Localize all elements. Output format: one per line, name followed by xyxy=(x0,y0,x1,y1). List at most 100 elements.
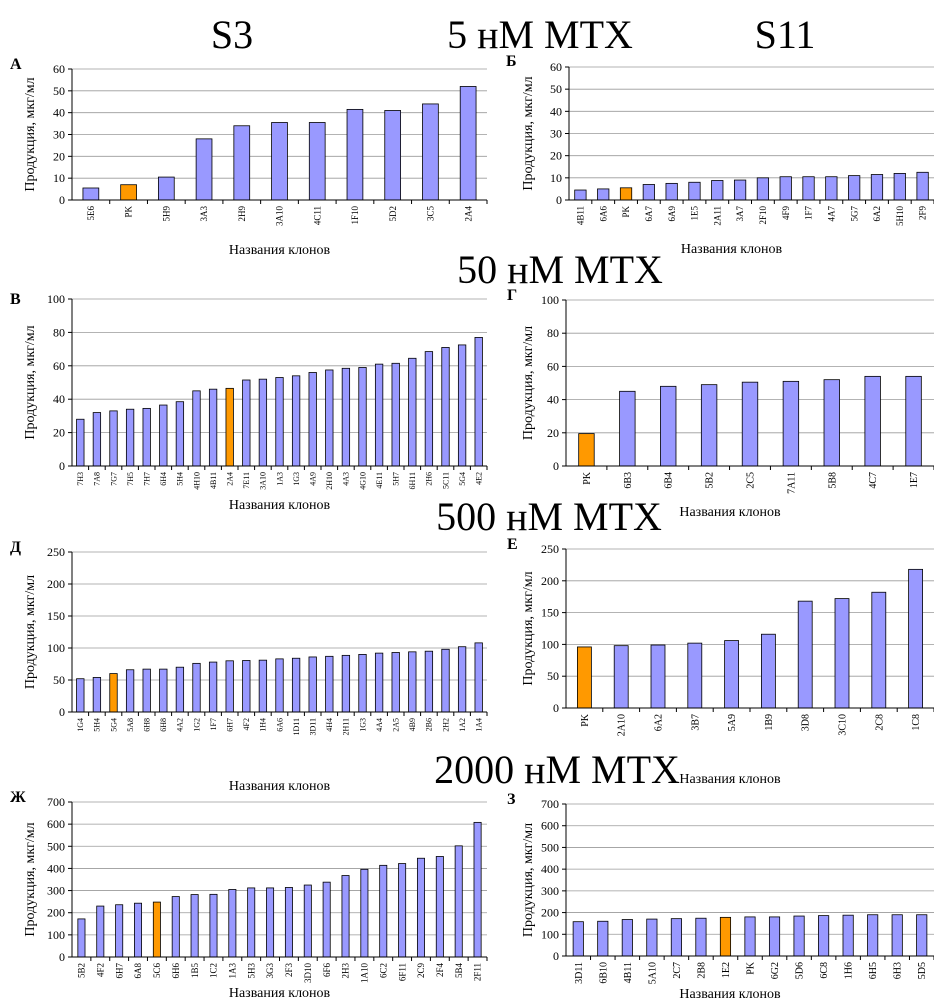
bar xyxy=(741,381,759,467)
panel-letter: Д xyxy=(10,539,21,556)
bar xyxy=(848,175,861,201)
panel-letter: З xyxy=(507,791,516,808)
bar xyxy=(802,176,815,201)
x-tick-label: 4B9 xyxy=(408,718,417,731)
x-axis-label: Названия клонов xyxy=(679,505,781,520)
bar-reference xyxy=(120,184,137,201)
y-tick-label: 150 xyxy=(541,606,559,620)
bar xyxy=(834,598,850,709)
x-tick-label: 1A2 xyxy=(458,718,467,732)
bar xyxy=(346,108,364,201)
y-tick-label: 100 xyxy=(541,293,559,307)
y-tick-label: 60 xyxy=(547,359,559,373)
x-tick-label: PK xyxy=(621,206,631,218)
bar xyxy=(175,666,185,713)
x-tick-label: 5G4 xyxy=(109,718,118,732)
x-tick-label: 5B4 xyxy=(454,963,464,979)
y-tick-label: 400 xyxy=(541,862,559,876)
y-tick-label: 150 xyxy=(47,609,65,623)
bar-reference xyxy=(225,387,234,467)
bar xyxy=(408,357,417,467)
bar xyxy=(379,864,388,958)
bar xyxy=(416,857,425,958)
x-tick-label: 1G3 xyxy=(292,472,301,486)
section-heading-2: S11 xyxy=(755,12,816,57)
y-tick-label: 40 xyxy=(53,392,65,406)
x-tick-label: 1C8 xyxy=(911,714,922,731)
y-tick-label: 50 xyxy=(547,669,559,683)
y-tick-label: 20 xyxy=(53,149,65,163)
bar xyxy=(134,902,143,958)
section-heading-0: S3 xyxy=(211,12,253,57)
bar xyxy=(109,410,118,467)
bar xyxy=(284,887,293,958)
bar xyxy=(325,655,334,713)
x-tick-label: 5H9 xyxy=(161,206,171,222)
bar xyxy=(322,881,331,958)
bar xyxy=(574,189,587,201)
bar xyxy=(871,591,887,709)
x-tick-label: 4A2 xyxy=(176,718,185,732)
bar xyxy=(650,644,666,709)
y-tick-label: 60 xyxy=(53,62,65,76)
x-axis-label: Названия клонов xyxy=(679,772,781,787)
x-tick-label: 1F7 xyxy=(209,718,218,730)
x-tick-label: 2A4 xyxy=(226,472,235,486)
panel-letter: Г xyxy=(507,287,517,304)
bar xyxy=(341,654,351,713)
x-tick-label: 3D11 xyxy=(574,962,585,984)
x-tick-label: 7A11 xyxy=(786,472,797,494)
y-tick-label: 0 xyxy=(59,193,65,207)
x-tick-label: PK xyxy=(580,713,591,727)
bar xyxy=(424,650,434,713)
bar xyxy=(308,372,317,467)
bar xyxy=(619,390,636,467)
y-tick-label: 80 xyxy=(547,326,559,340)
y-tick-label: 0 xyxy=(59,950,65,964)
bar xyxy=(266,887,275,958)
bar xyxy=(424,351,434,467)
bar xyxy=(325,369,334,467)
y-tick-label: 60 xyxy=(53,359,65,373)
bar xyxy=(646,918,658,957)
x-tick-label: 4B11 xyxy=(209,472,218,489)
x-tick-label: 3G3 xyxy=(265,963,275,979)
x-axis-label: Названия клонов xyxy=(229,498,331,513)
bar xyxy=(572,921,584,957)
bar xyxy=(115,904,124,958)
y-tick-label: 30 xyxy=(550,127,562,141)
panel-letter: Ж xyxy=(10,789,26,806)
x-tick-label: 3A10 xyxy=(275,206,285,226)
bar xyxy=(621,919,633,957)
y-axis-label: Продукция, мкг/мл xyxy=(521,571,536,685)
x-tick-label: 4G10 xyxy=(358,472,367,490)
x-tick-label: 2F3 xyxy=(284,963,294,978)
section-heading-4: 500 нМ MTX xyxy=(436,494,662,539)
bar xyxy=(76,418,85,467)
y-tick-label: 20 xyxy=(53,426,65,440)
bar xyxy=(225,660,234,713)
x-tick-label: 5B8 xyxy=(827,472,838,489)
bar xyxy=(473,821,482,958)
x-tick-label: 6H11 xyxy=(408,472,417,489)
x-tick-label: 2F11 xyxy=(473,963,483,981)
bar xyxy=(358,367,367,467)
x-tick-label: 1E5 xyxy=(690,206,700,221)
bar xyxy=(209,893,218,958)
bar xyxy=(474,337,483,467)
y-tick-label: 500 xyxy=(47,839,65,853)
y-tick-label: 0 xyxy=(553,949,559,963)
y-tick-label: 250 xyxy=(541,542,559,556)
bar xyxy=(92,412,102,467)
bar xyxy=(842,914,854,957)
x-tick-label: 6A2 xyxy=(872,206,882,222)
bar xyxy=(271,122,288,201)
bar xyxy=(258,378,268,467)
panel-1: 0 10 20 30 40 50 60 4B11 6A6 PK 6A7 6A9 1E5 2A11 3A7 2F… xyxy=(506,53,934,257)
y-tick-label: 100 xyxy=(47,641,65,655)
bar xyxy=(660,385,677,467)
bar xyxy=(756,177,770,201)
x-tick-label: 4A3 xyxy=(342,472,351,486)
x-tick-label: 5A9 xyxy=(727,714,738,731)
